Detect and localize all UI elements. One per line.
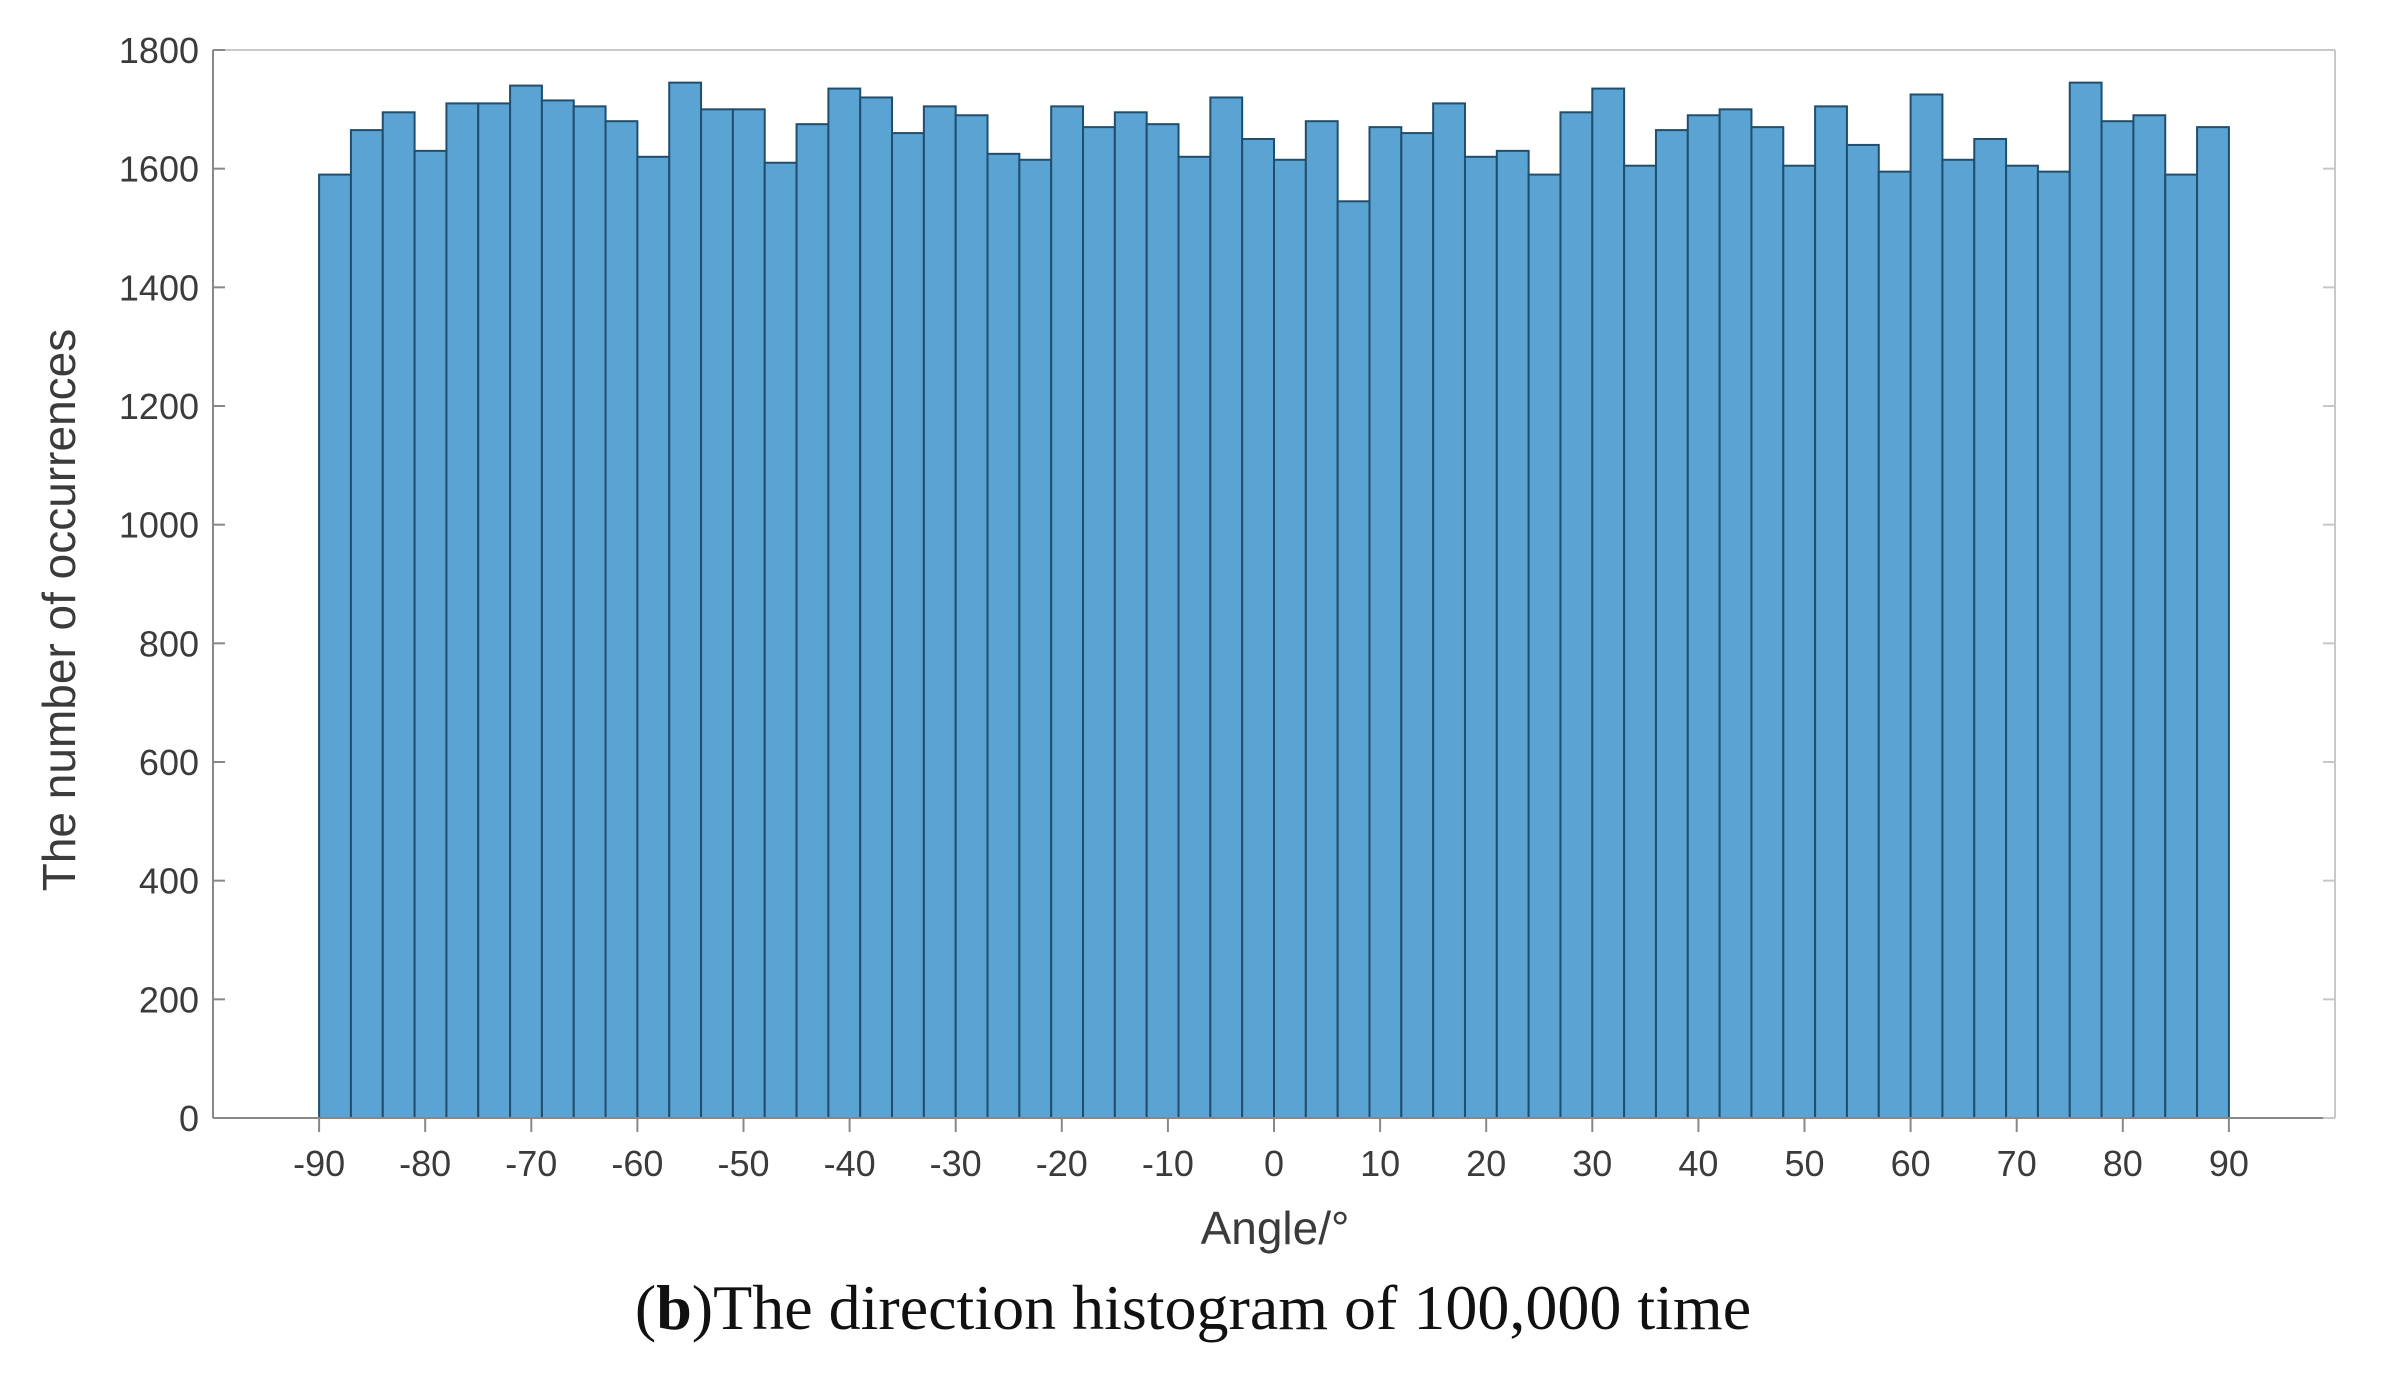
x-tick-label: 90 <box>2209 1143 2249 1184</box>
histogram-bar <box>1973 138 2008 1119</box>
x-tick-label: 20 <box>1466 1143 1506 1184</box>
histogram-bar <box>2036 170 2071 1119</box>
y-tick-label: 600 <box>139 742 199 783</box>
histogram-bar <box>2164 173 2199 1120</box>
histogram-bar <box>1623 164 1657 1119</box>
histogram-bar <box>1177 155 1212 1120</box>
x-tick-label: 70 <box>1997 1143 2037 1184</box>
histogram-bar <box>1432 102 1466 1119</box>
y-tick-label: 1400 <box>119 267 199 308</box>
histogram-bar <box>349 129 384 1120</box>
histogram-bar <box>1082 126 1116 1119</box>
histogram-bar <box>2068 81 2103 1120</box>
histogram-bar <box>1400 132 1435 1120</box>
histogram-bar <box>445 102 480 1119</box>
histogram-bar <box>2100 120 2135 1119</box>
y-tick-label: 400 <box>139 861 199 902</box>
x-tick-label: -80 <box>399 1143 451 1184</box>
histogram-bar <box>1463 155 1498 1120</box>
histogram-bar <box>636 155 671 1120</box>
x-tick-label: -40 <box>824 1143 876 1184</box>
histogram-bar <box>1654 129 1689 1120</box>
histogram-bar <box>381 111 416 1120</box>
y-tick-label: 0 <box>179 1098 199 1139</box>
caption-label: b <box>656 1272 692 1343</box>
histogram-bar <box>1209 96 1244 1119</box>
y-tick-label: 1000 <box>119 505 199 546</box>
x-tick-label: -60 <box>611 1143 663 1184</box>
histogram-bar <box>859 96 894 1119</box>
histogram-bar <box>1686 114 1721 1120</box>
caption-text: The direction histogram of 100,000 time <box>713 1272 1752 1343</box>
histogram-bar <box>604 120 639 1119</box>
histogram-bar <box>1941 158 1976 1119</box>
histogram-bar <box>954 114 989 1120</box>
histogram-bar <box>1304 120 1339 1119</box>
histogram-bar <box>1527 173 1562 1120</box>
histogram-bar <box>572 105 607 1120</box>
histogram-bar <box>1591 87 1626 1120</box>
y-tick-label: 1600 <box>119 149 199 190</box>
histogram-bar <box>1145 123 1180 1119</box>
histogram-bar <box>413 149 448 1120</box>
x-tick-label: 40 <box>1678 1143 1718 1184</box>
histogram-bar <box>763 161 798 1119</box>
histogram-bar <box>1845 143 1880 1119</box>
y-axis-label: The number of occurrences <box>33 329 85 892</box>
histogram-bar <box>1559 111 1594 1120</box>
axes-layer: -90 -80 -70 -60 -50 -40 -30 -20 -10 0 10 20 30 40 50 60… <box>119 30 2336 1184</box>
histogram-bar <box>2132 114 2167 1120</box>
x-tick-label: 30 <box>1572 1143 1612 1184</box>
bars-layer <box>318 81 2230 1120</box>
x-tick-label: -50 <box>717 1143 769 1184</box>
histogram-bar <box>922 105 957 1120</box>
histogram-bar <box>1336 200 1371 1120</box>
histogram-bar <box>668 81 703 1120</box>
histogram-bar <box>1273 158 1307 1119</box>
y-tick-label: 1800 <box>119 30 199 71</box>
histogram-bar <box>891 132 925 1120</box>
histogram-bar <box>1050 105 1085 1120</box>
histogram-bar <box>1718 108 1753 1120</box>
y-tick-label: 800 <box>139 623 199 664</box>
histogram-bar <box>795 123 830 1119</box>
histogram-bar <box>731 108 766 1120</box>
histogram-bar <box>700 108 734 1120</box>
histogram-bar <box>2196 126 2230 1119</box>
histogram-bar <box>986 152 1021 1120</box>
histogram-bar <box>1368 126 1403 1119</box>
x-tick-label: 0 <box>1264 1143 1284 1184</box>
histogram-bar <box>477 102 512 1119</box>
histogram-bar <box>1018 158 1053 1119</box>
histogram-bar <box>509 84 543 1120</box>
x-tick-label: 60 <box>1891 1143 1931 1184</box>
x-axis-label: Angle/° <box>1201 1202 1350 1254</box>
y-tick-label: 1200 <box>119 386 199 427</box>
histogram-bar <box>1495 149 1530 1120</box>
histogram-bar <box>1241 138 1276 1119</box>
histogram-bar <box>827 87 862 1120</box>
y-tick-label: 200 <box>139 979 199 1020</box>
histogram-bar <box>318 173 352 1120</box>
histogram-bar <box>1782 164 1817 1119</box>
x-tick-label: 10 <box>1360 1143 1400 1184</box>
x-tick-label: 80 <box>2103 1143 2143 1184</box>
histogram-bar <box>1750 126 1785 1119</box>
x-tick-label: 50 <box>1784 1143 1824 1184</box>
histogram-bar <box>540 99 575 1119</box>
histogram-bar <box>2005 164 2039 1119</box>
x-tick-label: -30 <box>930 1143 982 1184</box>
x-tick-label: -90 <box>293 1143 345 1184</box>
x-tick-label: -10 <box>1142 1143 1194 1184</box>
histogram-bar <box>1814 105 1848 1120</box>
histogram-bar <box>1113 111 1148 1120</box>
direction-histogram-chart: -90 -80 -70 -60 -50 -40 -30 -20 -10 0 10 20 30 40 50 60… <box>33 30 2336 1254</box>
x-tick-label: -20 <box>1036 1143 1088 1184</box>
histogram-bar <box>1909 93 1944 1119</box>
x-tick-label: -70 <box>505 1143 557 1184</box>
histogram-bar <box>1877 170 1912 1119</box>
figure-caption: (b)The direction histogram of 100,000 ti… <box>634 1272 1752 1343</box>
